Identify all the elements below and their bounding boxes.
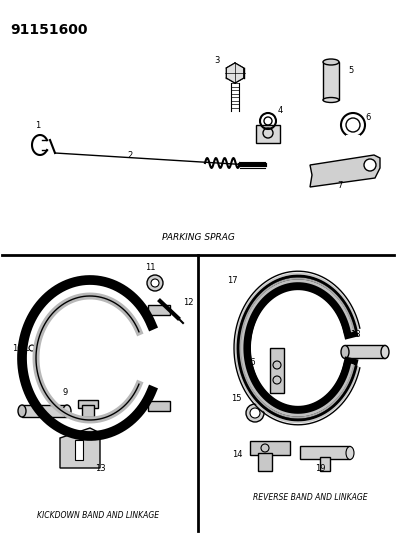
Ellipse shape	[63, 405, 71, 417]
Polygon shape	[227, 63, 244, 83]
Polygon shape	[60, 428, 100, 468]
Polygon shape	[310, 155, 380, 187]
Bar	[75, 440, 83, 460]
Text: 18: 18	[350, 330, 360, 339]
Circle shape	[246, 404, 264, 422]
Bar	[300, 446, 350, 459]
Text: 19: 19	[315, 464, 325, 473]
Bar	[256, 125, 280, 143]
Ellipse shape	[18, 405, 26, 417]
Text: 2: 2	[128, 151, 133, 160]
Circle shape	[364, 159, 376, 171]
Text: 8: 8	[25, 392, 30, 401]
Text: 91151600: 91151600	[10, 23, 88, 37]
Text: 1: 1	[35, 121, 41, 130]
Text: 5: 5	[348, 66, 353, 75]
Text: 4: 4	[278, 106, 283, 115]
Ellipse shape	[323, 59, 339, 65]
Text: 10: 10	[12, 344, 23, 353]
Circle shape	[250, 408, 260, 418]
Ellipse shape	[341, 345, 349, 359]
Text: 13: 13	[95, 464, 106, 473]
Ellipse shape	[323, 98, 339, 102]
Bar	[22, 405, 67, 417]
Text: 6: 6	[365, 113, 370, 122]
Bar	[323, 62, 339, 100]
Bar	[148, 401, 169, 411]
Text: PARKING SPRAG: PARKING SPRAG	[162, 233, 234, 243]
Text: 3: 3	[214, 56, 220, 65]
Text: 7: 7	[337, 181, 343, 190]
Text: 15: 15	[232, 394, 242, 403]
Bar	[345, 345, 385, 358]
Bar	[258, 453, 272, 471]
Bar	[78, 400, 98, 408]
Text: REVERSE BAND AND LINKAGE: REVERSE BAND AND LINKAGE	[253, 492, 367, 502]
Text: 14: 14	[232, 450, 243, 459]
Text: 12: 12	[183, 298, 194, 307]
Circle shape	[263, 128, 273, 138]
Text: 9: 9	[63, 388, 68, 397]
Bar	[250, 441, 290, 455]
Text: KICKDOWN BAND AND LINKAGE: KICKDOWN BAND AND LINKAGE	[37, 511, 159, 520]
Circle shape	[147, 275, 163, 291]
Ellipse shape	[346, 447, 354, 459]
Text: 11: 11	[145, 263, 155, 272]
Bar	[82, 405, 94, 417]
Text: 16: 16	[246, 358, 256, 367]
Bar	[320, 457, 330, 471]
Text: 17: 17	[227, 276, 238, 285]
Ellipse shape	[381, 345, 389, 359]
Bar	[270, 348, 284, 393]
Bar	[148, 305, 169, 315]
Circle shape	[151, 279, 159, 287]
